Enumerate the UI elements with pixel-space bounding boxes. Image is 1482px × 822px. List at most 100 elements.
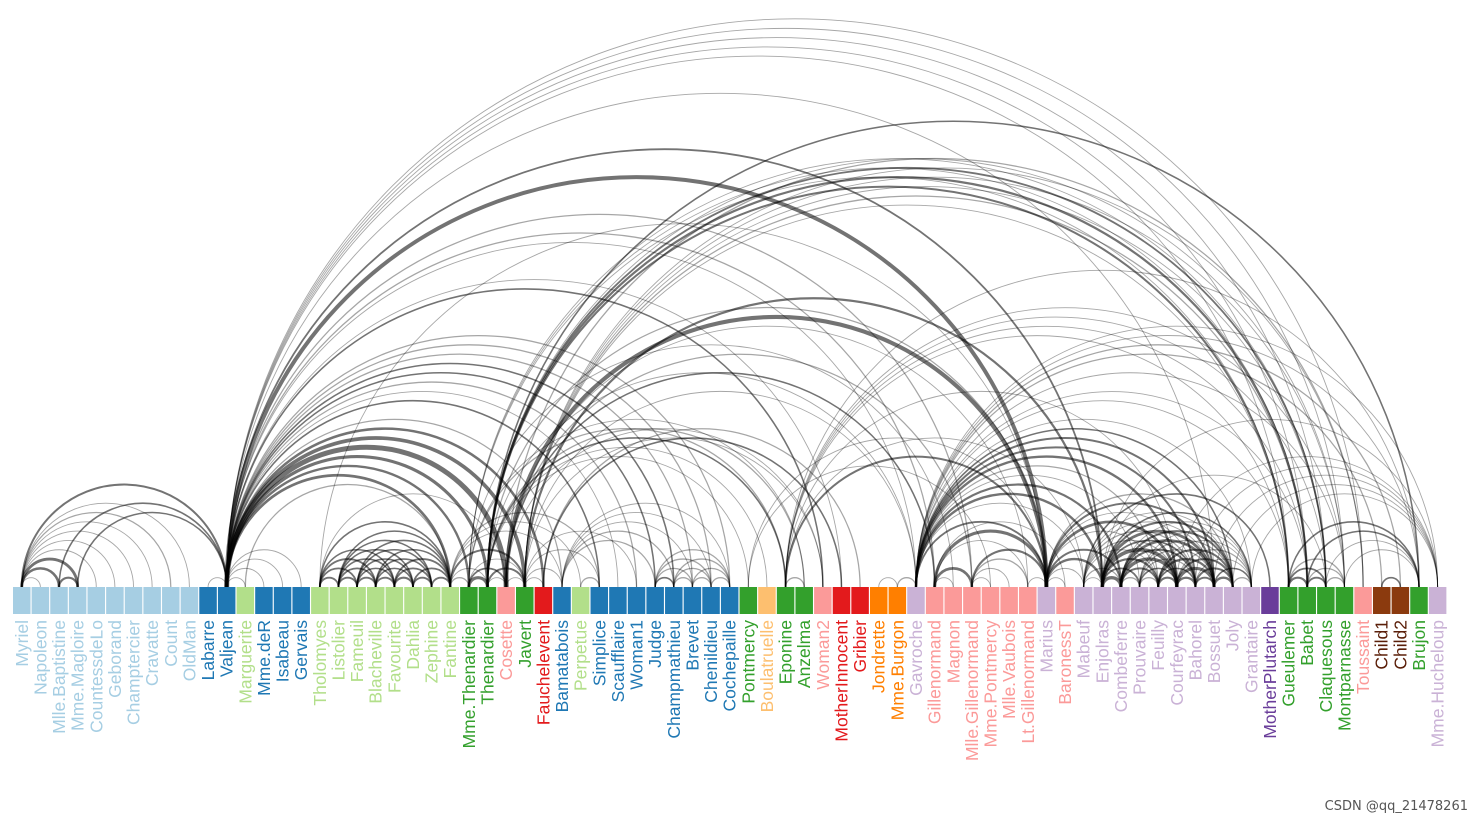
link-arc bbox=[654, 576, 675, 588]
node-square bbox=[907, 587, 925, 614]
link-arc bbox=[486, 185, 1290, 588]
link-arc bbox=[226, 37, 1327, 588]
link-arc bbox=[1287, 567, 1327, 588]
node-label: Blacheville bbox=[366, 620, 386, 704]
node-square bbox=[1354, 587, 1372, 614]
link-arc bbox=[486, 166, 1327, 588]
link-arc bbox=[21, 502, 190, 588]
node-square bbox=[124, 587, 143, 614]
link-arc bbox=[673, 577, 694, 588]
link-arc bbox=[747, 437, 1047, 588]
node-square bbox=[1372, 587, 1391, 614]
link-arc bbox=[785, 307, 1345, 588]
link-arc bbox=[486, 176, 1309, 588]
link-arc bbox=[226, 353, 694, 588]
link-arc bbox=[785, 335, 1290, 588]
node-square bbox=[665, 587, 683, 614]
node-label: Javert bbox=[515, 620, 535, 668]
link-arc bbox=[318, 576, 340, 588]
node-square bbox=[1335, 587, 1354, 614]
node-label: Judge bbox=[645, 620, 665, 668]
node-square bbox=[217, 587, 236, 614]
node-label: Fameuil bbox=[347, 620, 367, 682]
node-label: Mabeuf bbox=[1074, 620, 1094, 679]
node-square bbox=[385, 587, 404, 614]
node-square bbox=[1168, 587, 1186, 614]
node-square bbox=[1056, 587, 1074, 614]
node-square bbox=[497, 587, 515, 614]
link-arc bbox=[1380, 576, 1402, 588]
link-arc bbox=[468, 558, 526, 588]
node-square bbox=[814, 587, 832, 614]
link-arc bbox=[1045, 502, 1216, 588]
node-square bbox=[255, 587, 273, 614]
node-square bbox=[106, 587, 124, 614]
link-arc bbox=[21, 549, 97, 588]
node-square bbox=[1149, 587, 1167, 614]
link-arc bbox=[337, 576, 358, 588]
node-label: Listolier bbox=[328, 620, 348, 680]
link-arc bbox=[915, 325, 1439, 588]
node-label: Fauchelevent bbox=[533, 620, 553, 725]
link-arc bbox=[226, 55, 1290, 588]
arc-links bbox=[20, 18, 1439, 588]
node-label: Mme.Hucheloup bbox=[1428, 620, 1448, 747]
node-label: Mme.deR bbox=[254, 620, 274, 696]
node-square bbox=[460, 587, 478, 614]
node-label: Child2 bbox=[1390, 620, 1410, 670]
node-square bbox=[1000, 587, 1018, 614]
link-arc bbox=[226, 549, 302, 588]
node-square bbox=[1223, 587, 1242, 614]
link-arc bbox=[914, 455, 1179, 588]
link-arc bbox=[1045, 577, 1066, 588]
link-arc bbox=[1250, 493, 1439, 588]
link-arc bbox=[374, 576, 396, 588]
node-label: Babet bbox=[1297, 620, 1317, 666]
link-arc bbox=[561, 539, 656, 588]
link-arc bbox=[561, 521, 693, 588]
node-square bbox=[683, 587, 702, 614]
link-arc bbox=[449, 530, 563, 588]
link-arc bbox=[1138, 567, 1178, 588]
link-arc bbox=[710, 577, 731, 588]
node-square bbox=[1205, 587, 1223, 614]
node-label: Marius bbox=[1036, 620, 1056, 673]
link-arc bbox=[468, 344, 954, 588]
link-arc bbox=[20, 483, 228, 588]
link-arc bbox=[1306, 576, 1327, 588]
node-square bbox=[851, 587, 869, 614]
node-label: MotherInnocent bbox=[831, 620, 851, 742]
node-label: Marguerite bbox=[235, 620, 255, 704]
link-arc bbox=[226, 279, 842, 588]
node-square bbox=[1112, 587, 1130, 614]
link-arc bbox=[487, 446, 768, 588]
link-arc bbox=[561, 502, 731, 588]
node-square bbox=[441, 587, 459, 614]
link-arc bbox=[1083, 577, 1103, 588]
link-arc bbox=[1287, 521, 1420, 588]
link-arc bbox=[933, 529, 1048, 588]
node-square bbox=[646, 587, 664, 614]
link-arc bbox=[524, 577, 544, 588]
link-arc bbox=[337, 539, 433, 588]
node-square bbox=[534, 587, 553, 614]
node-label: Mme.Magloire bbox=[68, 620, 88, 731]
node-square bbox=[963, 587, 981, 614]
link-arc bbox=[505, 353, 973, 588]
node-square bbox=[13, 587, 31, 614]
node-square bbox=[1428, 587, 1447, 614]
link-arc bbox=[486, 437, 787, 588]
link-arc bbox=[356, 548, 433, 588]
node-square bbox=[758, 587, 776, 614]
link-arc bbox=[915, 400, 1290, 588]
link-arc bbox=[468, 418, 805, 588]
link-arc bbox=[691, 577, 712, 588]
link-arc bbox=[393, 558, 452, 588]
link-arc bbox=[524, 530, 637, 588]
node-label: Champmathieu bbox=[664, 620, 684, 739]
link-arc bbox=[1213, 474, 1439, 588]
link-arc bbox=[524, 549, 600, 588]
link-arc bbox=[226, 92, 1215, 588]
node-label: Mme.Burgon bbox=[887, 620, 907, 720]
link-arc bbox=[784, 455, 1048, 588]
